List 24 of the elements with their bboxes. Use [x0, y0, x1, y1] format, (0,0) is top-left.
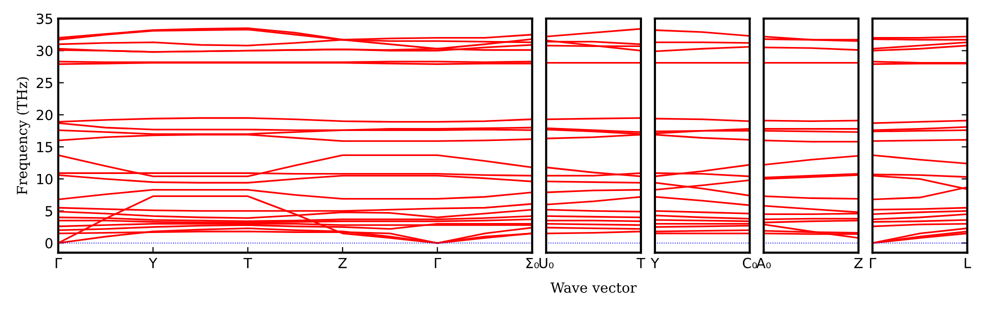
- y-tick-label: 10: [37, 174, 52, 184]
- y-tick-label: 25: [36, 78, 52, 88]
- y-tick-label: 30: [36, 46, 52, 56]
- x-tick-label: L: [964, 258, 972, 268]
- x-tick-label: C₀: [742, 258, 757, 268]
- x-tick-label: Y: [650, 258, 660, 268]
- x-tick-label: Γ: [870, 258, 876, 268]
- x-tick-label: Σ₀: [526, 258, 539, 268]
- y-tick-label: 0: [45, 238, 52, 249]
- y-axis-title: Frequency (THz): [16, 77, 30, 194]
- x-tick-label: U₀: [539, 258, 554, 268]
- y-tick-label: 15: [37, 142, 52, 152]
- x-tick-label: Γ: [56, 258, 62, 268]
- x-tick-label: Γ: [434, 258, 442, 268]
- x-tick-label: A₀: [756, 258, 771, 268]
- x-tick-label: T: [244, 258, 252, 268]
- y-tick-label: 5: [46, 206, 52, 216]
- x-tick-label: Y: [148, 258, 158, 268]
- x-axis-title: Wave vector: [550, 282, 637, 293]
- y-tick-label: 35: [36, 14, 52, 24]
- x-tick-label: Z: [338, 258, 347, 268]
- y-tick-label: 20: [36, 110, 52, 120]
- x-tick-label: T: [636, 258, 646, 268]
- x-tick-label: Z: [854, 258, 863, 268]
